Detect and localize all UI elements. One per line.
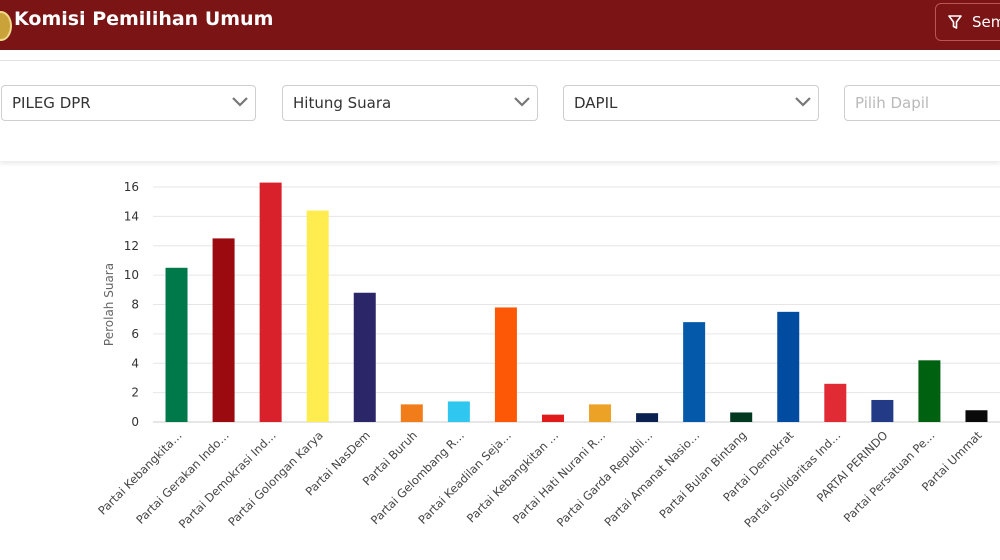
chevron-down-icon [514,97,530,107]
x-tick-label: Partai Solidaritas Ind… [741,428,843,530]
region-level-value: DAPIL [574,94,618,112]
bar [824,383,847,422]
election-type-value: PILEG DPR [12,94,91,112]
bar [306,210,329,422]
bar [494,307,517,422]
chevron-down-icon [232,97,248,107]
region-level-select[interactable]: DAPIL [563,85,819,121]
x-tick-label: Partai Golongan Karya [225,428,326,529]
app-title: Komisi Pemilihan Umum [14,8,274,30]
bar [965,410,988,422]
y-tick-label: 0 [131,415,139,429]
y-tick-label: 14 [124,209,139,223]
x-tick-label: Partai Bulan Bintang [656,428,749,521]
bar [730,412,753,422]
app-header: Komisi Pemilihan Umum Sem [0,0,1000,50]
x-tick-label: Partai Gerakan Indo… [133,428,232,527]
dapil-select[interactable]: Pilih Dapil [844,85,1000,121]
kpu-logo-icon [0,11,12,41]
bar [918,360,941,422]
x-tick-label: Partai Amanat Nasio… [601,428,702,529]
vote-bar-chart: 0 2 4 6 8 10 12 14 16 Perolah Suara Partai Kebangk… [95,180,1000,531]
y-tick-label: 12 [124,239,139,253]
bar [589,404,612,422]
chevron-down-icon [795,97,811,107]
dapil-placeholder: Pilih Dapil [855,94,930,112]
bar [447,401,470,422]
y-tick-label: 2 [131,386,139,400]
y-tick-label: 6 [131,327,139,341]
x-tick-label: Partai Keadilan Seja… [415,428,514,527]
x-tick-label: Partai Hati Nurani R… [510,428,608,526]
header-divider [0,60,1000,61]
filter-icon [948,15,962,29]
bar [212,238,235,422]
filter-action-label: Sem [972,13,1000,31]
bar [353,292,376,422]
x-tick-label: Partai Kebangkita… [95,428,184,517]
filter-bar: PILEG DPR Hitung Suara DAPIL Pilih Dapil [0,61,1000,161]
count-type-select[interactable]: Hitung Suara [282,85,538,121]
count-type-value: Hitung Suara [293,94,392,112]
bar [636,413,659,422]
bar [541,414,564,422]
filter-action-button[interactable]: Sem [935,3,1000,41]
bar [871,399,894,422]
election-type-select[interactable]: PILEG DPR [1,85,256,121]
y-tick-label: 10 [124,268,139,282]
x-tick-label: Partai Gelombang R… [368,428,467,527]
bar [777,311,800,422]
y-axis-label: Perolah Suara [102,263,116,346]
x-tick-label: Partai Kebangkitan … [464,428,561,525]
bar [259,182,282,422]
y-tick-label: 8 [131,298,139,312]
bar [165,267,188,422]
y-tick-label: 16 [124,180,139,194]
x-tick-label: Partai Garda Republi… [554,428,655,529]
bar [400,404,423,422]
y-tick-label: 4 [131,356,139,370]
bar [683,322,706,422]
x-tick-label: Partai Persatuan Pe… [841,428,938,525]
